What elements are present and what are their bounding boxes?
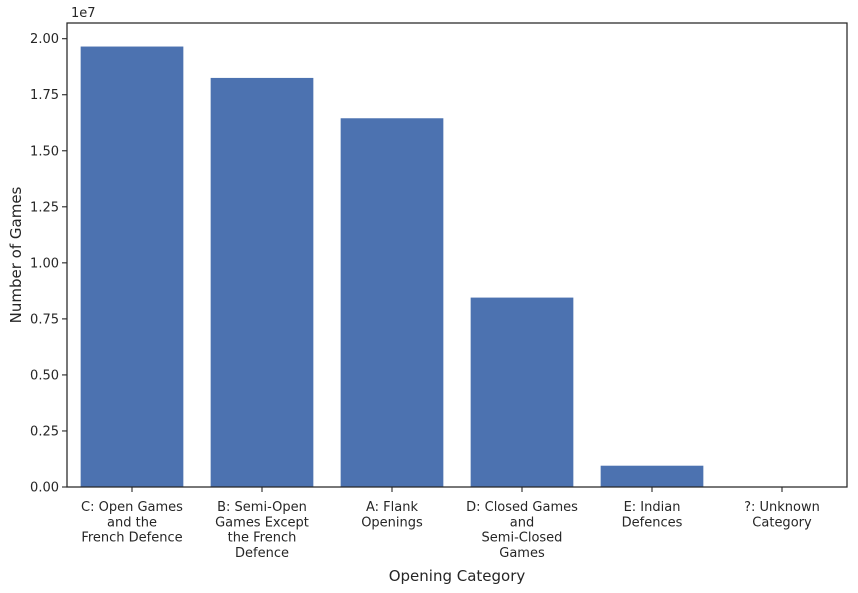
bar-0 [80,46,184,488]
x-tick-label-3: D: Closed Games and Semi-Closed Games [466,500,578,561]
y-tick-label-4: 1.00 [30,256,59,271]
bar-4 [600,465,704,487]
y-axis: 0.00 0.25 0.50 0.75 1.00 1.25 1.50 1.75 2.00 [30,32,67,496]
x-tick-label-1: B: Semi-Open Games Except the French Defenc… [215,500,309,561]
y-tick-label-1: 0.25 [30,424,59,439]
x-axis: C: Open Games and the French Defence B: Sem… [81,487,820,561]
y-tick-label-8: 2.00 [30,32,59,47]
y-tick-label-5: 1.25 [30,200,59,215]
x-tick-label-2: A: Flank Openings [361,500,423,530]
x-axis-title: Opening Category [389,567,526,585]
y-tick-label-7: 1.75 [30,88,59,103]
plot-frame [66,22,848,488]
x-tick-label-4: E: Indian Defences [622,500,683,530]
y-tick-label-3: 0.75 [30,312,59,327]
bar-3 [470,297,574,487]
y-offset-label: 1e7 [71,6,96,21]
y-tick-label-6: 1.50 [30,144,59,159]
y-axis-title: Number of Games [7,186,25,323]
y-tick-label-2: 0.50 [30,368,59,383]
x-tick-label-5: ?: Unknown Category [744,500,820,530]
x-tick-label-0: C: Open Games and the French Defence [81,500,183,546]
bar-1 [210,77,314,487]
y-tick-label-0: 0.00 [30,481,59,496]
bar-2 [340,118,444,488]
bars-group [80,46,704,488]
